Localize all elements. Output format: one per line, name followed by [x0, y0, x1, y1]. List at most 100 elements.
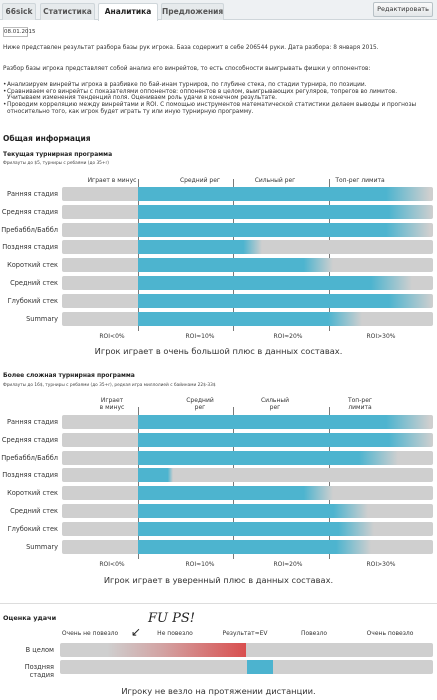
- row-label: Средняя стадия: [1, 435, 58, 444]
- progress-bar: [62, 258, 433, 273]
- program1-summary: Игрок играет в очень большой плюс в данн…: [94, 346, 343, 356]
- program2-title: Более сложная турнирная программа: [3, 372, 135, 379]
- progress-bar: [62, 276, 433, 290]
- luck-row-label: Поздняя стадия: [24, 663, 54, 679]
- progress-fill: [138, 415, 431, 429]
- roi-label: ROI>30%: [366, 333, 396, 341]
- progress-bar: [62, 311, 433, 326]
- progress-fill: [138, 539, 372, 554]
- row-label: Средняя стадия: [1, 207, 58, 216]
- edit-button[interactable]: Редактировать: [373, 2, 433, 17]
- luck-row-label: В целом: [25, 646, 54, 654]
- roi-label: ROI<0%: [99, 333, 125, 341]
- row-label: Средний стек: [10, 279, 58, 287]
- tab-player[interactable]: 66sick: [2, 3, 36, 20]
- column-header: Сильный рег: [260, 397, 290, 411]
- row-label: Summary: [26, 314, 58, 323]
- row-label: Ранняя стадия: [7, 190, 58, 198]
- progress-fill: [138, 222, 431, 237]
- progress-bar: [62, 521, 433, 536]
- luck-bar: [60, 660, 433, 674]
- threshold-line: [233, 407, 234, 560]
- row-label: Ранняя стадия: [7, 418, 58, 426]
- luck-column-header: Не повезло: [157, 630, 193, 637]
- progress-fill: [138, 204, 433, 219]
- intro-text: Ниже представлен результат разбора базы …: [3, 45, 379, 51]
- progress-fill: [138, 521, 374, 536]
- threshold-line: [138, 407, 139, 560]
- threshold-line: [233, 179, 234, 332]
- roi-label: ROI<0%: [99, 561, 125, 569]
- divider: [0, 603, 437, 604]
- column-header: Средний рег: [179, 177, 221, 184]
- bullet-item: Проводим корреляцию между винрейтами и R…: [3, 102, 431, 115]
- row-label: Пребаббл/Баббл: [1, 453, 58, 462]
- progress-bar: [62, 539, 433, 554]
- column-header: Топ-рег лимита: [347, 397, 373, 411]
- progress-fill: [138, 311, 363, 326]
- column-header: Играет в минус: [87, 177, 137, 184]
- luck-bar: [60, 643, 433, 657]
- row-label: Короткий стек: [7, 261, 58, 270]
- progress-fill: [138, 450, 398, 465]
- row-label: Глубокий стек: [7, 296, 58, 305]
- threshold-line: [138, 179, 139, 332]
- tab-statistics[interactable]: Статистика: [40, 3, 95, 20]
- progress-fill: [138, 432, 433, 447]
- progress-bar: [62, 293, 433, 308]
- arrow-icon: ↙: [131, 625, 142, 639]
- method-text: Разбор базы игрока представляет собой ан…: [3, 66, 371, 72]
- column-header: Играет в минус: [99, 397, 125, 411]
- roi-label: ROI≈10%: [185, 561, 215, 569]
- program1-note: Фрилауты до $5, турниры с ребаями (до 35…: [3, 161, 109, 166]
- roi-label: ROI≈10%: [185, 333, 215, 341]
- progress-fill: [138, 276, 413, 290]
- luck-summary: Игроку не везло на протяжении дистанции.: [121, 686, 316, 696]
- progress-bar: [62, 204, 433, 219]
- row-label: Пребаббл/Баббл: [1, 225, 58, 234]
- luck-fill: [106, 643, 247, 657]
- progress-fill: [138, 486, 333, 501]
- row-label: Средний стек: [10, 507, 58, 515]
- progress-bar: [62, 415, 433, 429]
- progress-fill: [138, 504, 369, 518]
- progress-bar: [62, 486, 433, 501]
- tab-offers[interactable]: Предложения: [161, 3, 224, 20]
- progress-fill: [138, 293, 433, 308]
- row-label: Короткий стек: [7, 489, 58, 498]
- column-header: Сильный рег: [254, 177, 296, 184]
- program2-summary: Игрок играет в уверенный плюс в данных с…: [103, 575, 334, 585]
- date-label: 08.01.2015: [3, 27, 36, 37]
- luck-column-header: Очень повезло: [366, 630, 414, 637]
- progress-fill: [138, 187, 431, 201]
- progress-bar: [62, 222, 433, 237]
- roi-label: ROI>30%: [366, 561, 396, 569]
- row-label: Summary: [26, 542, 58, 551]
- row-label: Поздняя стадия: [2, 243, 58, 252]
- luck-title: Оценка удачи: [3, 614, 57, 622]
- progress-bar: [62, 504, 433, 518]
- top-tab-bar: 66sick Статистика Аналитика Предложения …: [0, 0, 437, 21]
- progress-fill: [138, 240, 262, 255]
- column-header: Топ-рег лимита: [335, 177, 385, 184]
- progress-bar: [62, 468, 433, 483]
- progress-fill: [138, 258, 333, 273]
- progress-bar: [62, 450, 433, 465]
- luck-column-header: Повезло: [300, 630, 328, 637]
- progress-bar: [62, 187, 433, 201]
- progress-bar: [62, 432, 433, 447]
- roi-label: ROI≈20%: [273, 561, 303, 569]
- tab-analytics[interactable]: Аналитика: [98, 3, 158, 21]
- progress-bar: [62, 240, 433, 255]
- threshold-line: [329, 407, 330, 560]
- luck-fill: [246, 660, 273, 674]
- luck-column-header: Результат≈EV: [222, 630, 268, 637]
- roi-label: ROI≈20%: [273, 333, 303, 341]
- row-label: Глубокий стек: [7, 524, 58, 533]
- program1-title: Текущая турнирная программа: [3, 151, 113, 158]
- column-header: Средний рег: [186, 397, 214, 411]
- method-bullets: Анализируем винрейты игрока в разбивке п…: [3, 82, 431, 116]
- program2-note: Фрилауты до 16$, турниры с ребаями (до 3…: [3, 383, 216, 388]
- handwritten-annotation: FU PS!: [148, 611, 195, 626]
- progress-fill: [138, 468, 174, 483]
